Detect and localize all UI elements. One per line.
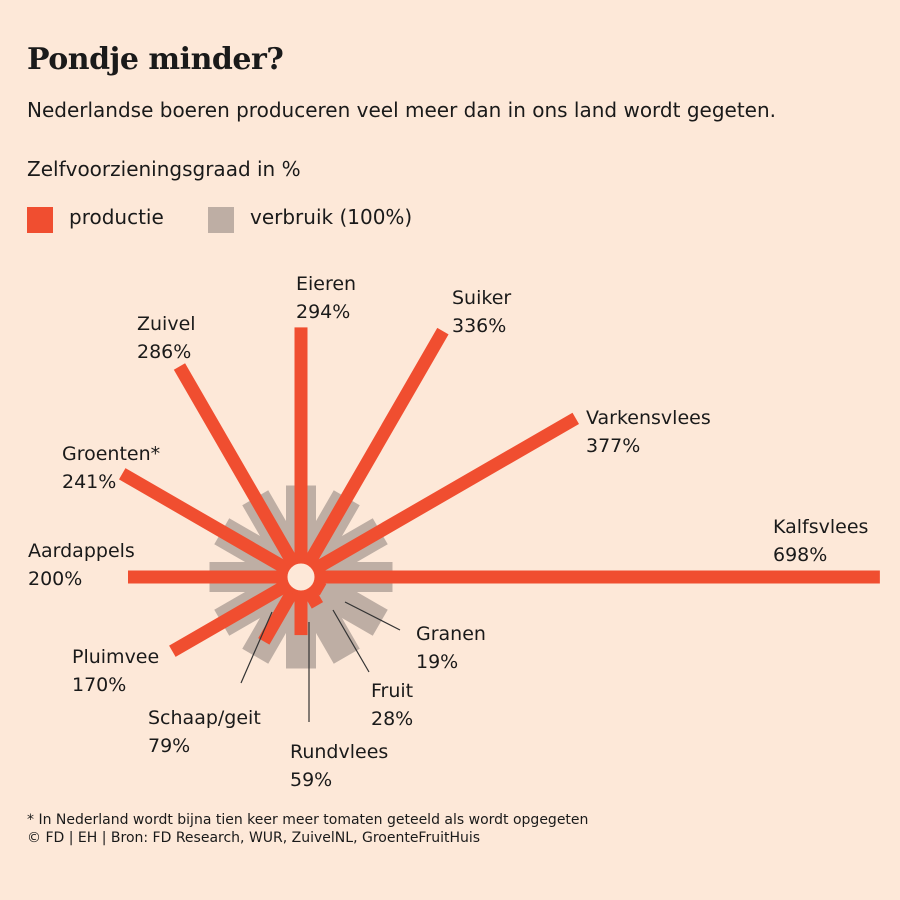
category-value: 28% [371, 708, 413, 730]
production-bar-aardappels [128, 570, 291, 584]
category-labels-layer: Eieren 294% Suiker 336% Varkensvlees 377% Kalf… [28, 273, 868, 791]
category-label-pluimvee: Pluimvee 170% [72, 646, 159, 696]
category-value: 286% [137, 341, 191, 363]
category-label-zuivel: Zuivel 286% [137, 313, 196, 363]
category-name: Fruit [371, 680, 413, 702]
category-value: 79% [148, 735, 190, 757]
production-bar-pluimvee [169, 576, 296, 657]
legend-label-production: productie [69, 205, 164, 229]
production-bar-groenten [118, 468, 296, 578]
category-label-schaap-geit: Schaap/geit 79% [148, 707, 261, 757]
category-value: 377% [586, 435, 640, 457]
category-name: Zuivel [137, 313, 196, 335]
chart-subtitle: Nederlandse boeren produceren veel meer … [27, 98, 776, 122]
legend-swatch-production [27, 207, 53, 233]
footnote: * In Nederland wordt bijna tien keer mee… [27, 812, 589, 828]
category-label-rundvlees: Rundvlees 59% [290, 741, 388, 791]
category-name: Varkensvlees [586, 407, 711, 429]
leader-lines-layer [240, 601, 401, 722]
category-label-varkensvlees: Varkensvlees 377% [586, 407, 711, 457]
category-value: 336% [452, 315, 506, 337]
category-value: 698% [773, 544, 827, 566]
category-label-granen: Granen 19% [416, 623, 486, 673]
category-value: 19% [416, 651, 458, 673]
legend-label-consumption: verbruik (100%) [250, 205, 413, 229]
production-bar-varkensvlees [306, 412, 580, 578]
category-name: Granen [416, 623, 486, 645]
category-name: Pluimvee [72, 646, 159, 668]
category-value: 59% [290, 769, 332, 791]
category-name: Kalfsvlees [773, 516, 868, 538]
category-value: 170% [72, 674, 126, 696]
category-value: 294% [296, 301, 350, 323]
category-label-eieren: Eieren 294% [296, 273, 356, 323]
category-name: Eieren [296, 273, 356, 295]
production-bars-layer [118, 327, 880, 657]
production-bar-suiker [300, 327, 449, 572]
production-bar-zuivel [173, 363, 302, 572]
category-name: Schaap/geit [148, 707, 261, 729]
category-label-fruit: Fruit 28% [371, 680, 413, 730]
category-label-kalfsvlees: Kalfsvlees 698% [773, 516, 868, 566]
category-label-groenten: Groenten* 241% [62, 443, 160, 493]
leader-line-granen [344, 601, 401, 631]
chart-title: Pondje minder? [27, 42, 284, 77]
chart-center-hub [282, 558, 320, 596]
category-name: Aardappels [28, 540, 135, 562]
leader-line-fruit [332, 609, 370, 673]
category-name: Suiker [452, 287, 511, 309]
source-credit: © FD | EH | Bron: FD Research, WUR, Zuiv… [27, 830, 481, 846]
legend-swatch-consumption [208, 207, 234, 233]
category-name: Groenten* [62, 443, 160, 465]
category-label-suiker: Suiker 336% [452, 287, 511, 337]
category-value: 241% [62, 471, 116, 493]
production-bar-schaap-geit [258, 582, 302, 645]
production-bar-kalfsvlees [311, 570, 880, 584]
category-value: 200% [28, 568, 82, 590]
production-bar-rundvlees [294, 587, 308, 636]
category-label-aardappels: Aardappels 200% [28, 540, 135, 590]
leader-line-schaap-geit [240, 611, 273, 684]
production-bar-eieren [294, 327, 308, 567]
category-name: Rundvlees [290, 741, 388, 763]
unit-label: Zelfvoorzieningsgraad in % [27, 157, 301, 181]
